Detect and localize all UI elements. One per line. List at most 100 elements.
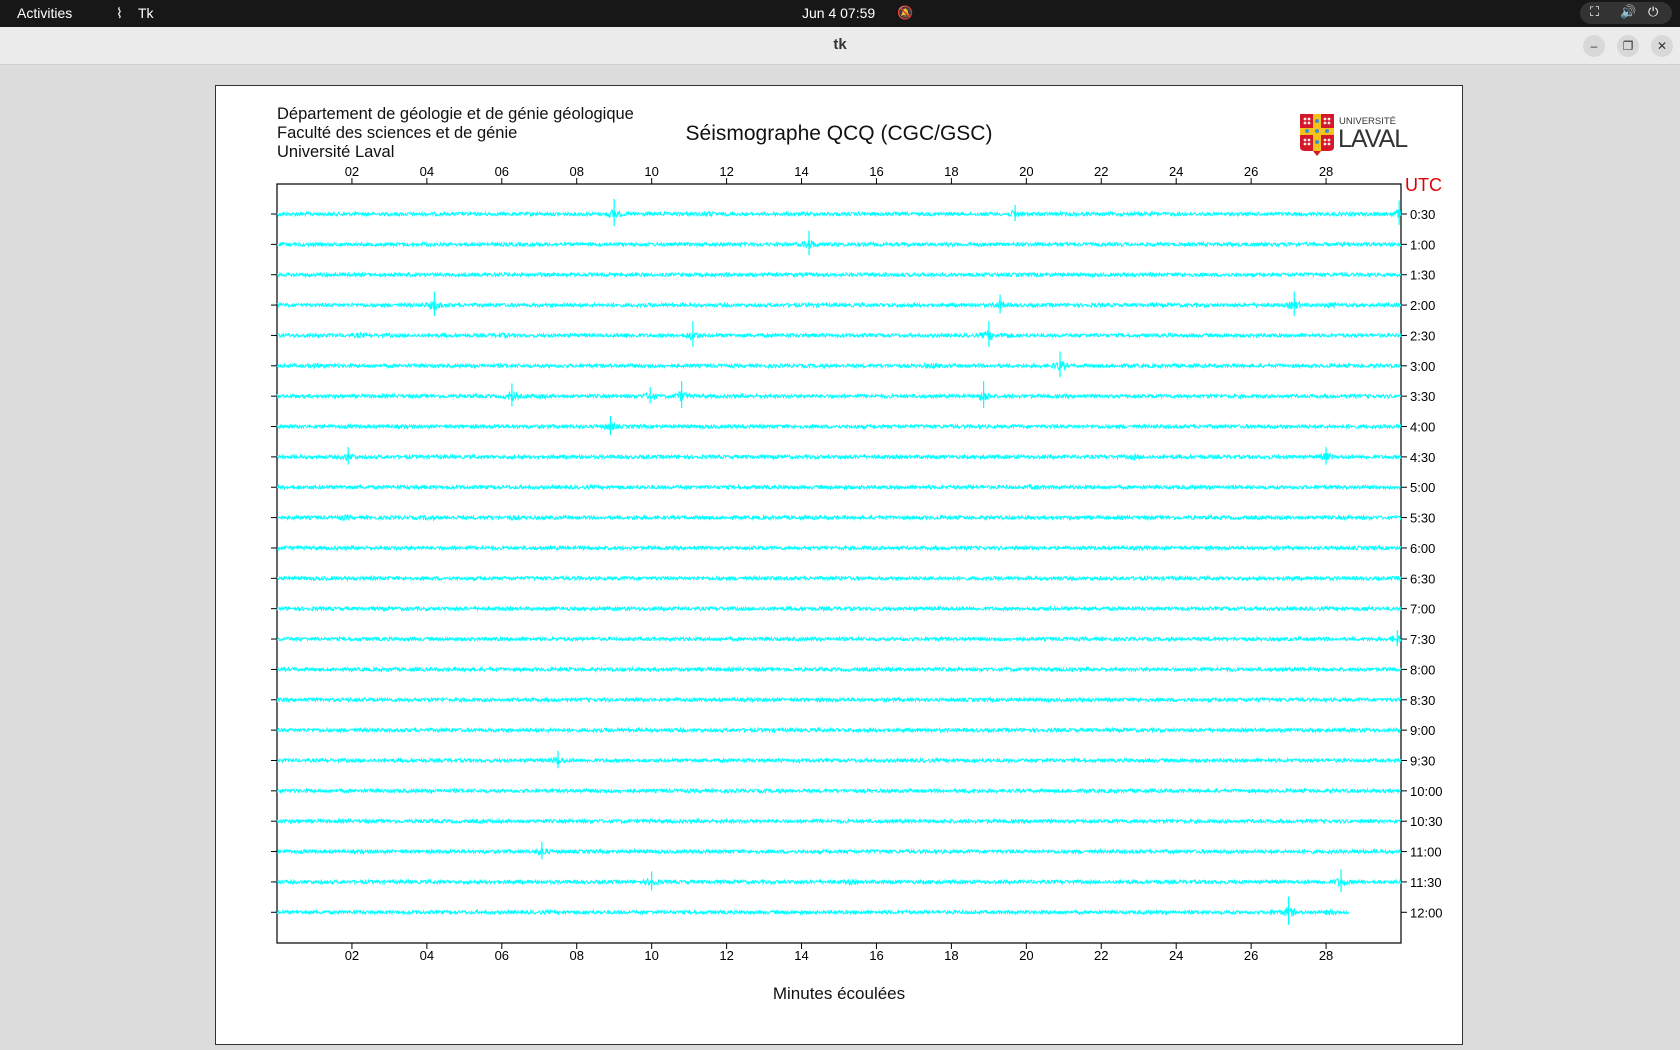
clock[interactable]: Jun 4 07:59 xyxy=(802,5,876,21)
seismic-trace xyxy=(276,544,1402,552)
row-time-label: 5:30 xyxy=(1410,511,1435,526)
row-time-label: 3:00 xyxy=(1410,359,1435,374)
header-line-3: Université Laval xyxy=(277,143,395,161)
x-tick-label-bottom: 06 xyxy=(495,948,509,963)
logo-text-laval: LAVAL xyxy=(1338,125,1408,153)
window-title: tk xyxy=(833,36,847,53)
seismic-trace xyxy=(276,877,1402,888)
activities-button[interactable]: Activities xyxy=(17,5,73,21)
x-tick-label-top: 20 xyxy=(1019,164,1033,179)
x-tick-label-top: 16 xyxy=(869,164,883,179)
x-tick-label-bottom: 16 xyxy=(869,948,883,963)
power-icon: ⏻ xyxy=(1648,4,1659,19)
row-time-label: 4:30 xyxy=(1410,450,1435,465)
seismic-trace xyxy=(276,390,1402,402)
x-tick-label-bottom: 28 xyxy=(1319,948,1333,963)
row-time-label: 1:30 xyxy=(1410,268,1435,283)
seismic-trace xyxy=(276,209,1402,219)
x-tick-label-bottom: 24 xyxy=(1169,948,1183,963)
seismic-trace xyxy=(276,787,1402,795)
x-tick-label-bottom: 12 xyxy=(719,948,733,963)
utc-label: UTC xyxy=(1405,175,1442,195)
chart-title: Séismographe QCQ (CGC/GSC) xyxy=(685,122,993,145)
x-tick-label-bottom: 26 xyxy=(1244,948,1258,963)
x-tick-label-bottom: 10 xyxy=(644,948,658,963)
x-tick-label-bottom: 20 xyxy=(1019,948,1033,963)
row-time-label: 9:30 xyxy=(1410,753,1435,768)
seismic-trace xyxy=(276,696,1402,704)
x-tick-label-top: 10 xyxy=(644,164,658,179)
window-titlebar: tk – ❐ ✕ xyxy=(0,27,1680,65)
close-button[interactable]: ✕ xyxy=(1651,35,1673,57)
x-tick-label-top: 26 xyxy=(1244,164,1258,179)
x-tick-label-bottom: 22 xyxy=(1094,948,1108,963)
seismic-trace xyxy=(276,239,1402,249)
row-time-label: 2:00 xyxy=(1410,298,1435,313)
x-tick-label-top: 02 xyxy=(345,164,359,179)
row-time-label: 0:30 xyxy=(1410,207,1435,222)
seismic-trace xyxy=(276,421,1402,431)
x-tick-label-top: 12 xyxy=(719,164,733,179)
bell-off-icon: 🔕 xyxy=(897,5,914,20)
row-time-label: 3:30 xyxy=(1410,389,1435,404)
seismic-trace xyxy=(276,726,1402,734)
x-tick-label-top: 04 xyxy=(420,164,434,179)
row-time-label: 6:00 xyxy=(1410,541,1435,556)
seismic-trace xyxy=(276,361,1402,372)
x-tick-label-top: 18 xyxy=(944,164,958,179)
x-tick-label-top: 08 xyxy=(569,164,583,179)
x-tick-label-top: 28 xyxy=(1319,164,1333,179)
seismic-trace xyxy=(276,604,1402,613)
x-tick-label-bottom: 02 xyxy=(345,948,359,963)
row-time-label: 10:30 xyxy=(1410,814,1443,829)
seismic-trace xyxy=(276,513,1402,523)
seismic-trace xyxy=(276,271,1402,279)
row-time-label: 7:30 xyxy=(1410,632,1435,647)
logo-text-universite: UNIVERSITÉ xyxy=(1339,116,1397,127)
seismic-trace xyxy=(276,574,1402,583)
x-axis-label: Minutes écoulées xyxy=(772,984,906,1003)
row-time-label: 4:00 xyxy=(1410,420,1435,435)
x-tick-label-top: 14 xyxy=(794,164,808,179)
x-tick-label-top: 06 xyxy=(495,164,509,179)
minimize-button[interactable]: – xyxy=(1583,35,1605,57)
row-time-label: 6:30 xyxy=(1410,571,1435,586)
app-menu[interactable]: Tk xyxy=(138,5,154,21)
seismic-trace xyxy=(276,451,1402,462)
x-tick-label-bottom: 14 xyxy=(794,948,808,963)
seismic-trace xyxy=(276,817,1402,825)
x-tick-label-bottom: 18 xyxy=(944,948,958,963)
seismic-trace xyxy=(276,330,1402,341)
seismic-trace xyxy=(276,483,1402,491)
row-time-label: 5:00 xyxy=(1410,480,1435,495)
row-time-label: 11:30 xyxy=(1410,875,1442,890)
laval-crest-icon xyxy=(1300,114,1334,156)
university-logo: UNIVERSITÉ LAVAL xyxy=(1299,113,1408,157)
x-tick-label-bottom: 04 xyxy=(420,948,434,963)
network-icon: ⛶ xyxy=(1590,4,1600,19)
row-time-label: 1:00 xyxy=(1410,237,1435,252)
seismic-trace xyxy=(276,906,1349,917)
header-line-2: Faculté des sciences et de génie xyxy=(277,124,518,142)
row-time-label: 9:00 xyxy=(1410,723,1435,738)
x-tick-label-bottom: 08 xyxy=(569,948,583,963)
row-time-label: 2:30 xyxy=(1410,328,1435,343)
restore-button[interactable]: ❐ xyxy=(1617,35,1639,57)
volume-icon: 🔊 xyxy=(1620,4,1637,19)
header-line-1: Département de géologie et de génie géol… xyxy=(277,105,634,123)
system-menu[interactable]: ⛶ 🔊 ⏻ xyxy=(1580,2,1672,24)
seismic-trace xyxy=(276,634,1402,644)
seismic-trace xyxy=(276,300,1402,312)
x-tick-label-top: 24 xyxy=(1169,164,1183,179)
plot-frame xyxy=(276,183,1402,944)
top-bar: Activities ⌇ Tk Jun 4 07:59 🔕 ⛶ 🔊 ⏻ xyxy=(0,0,1680,27)
seismic-trace xyxy=(276,847,1401,856)
seismic-trace xyxy=(276,665,1402,674)
tk-feather-icon[interactable]: ⌇ xyxy=(116,5,123,21)
seismic-trace xyxy=(276,756,1402,765)
x-tick-label-top: 22 xyxy=(1094,164,1108,179)
row-time-label: 8:30 xyxy=(1410,693,1435,708)
row-time-label: 11:00 xyxy=(1410,845,1442,860)
row-time-label: 12:00 xyxy=(1410,905,1443,920)
